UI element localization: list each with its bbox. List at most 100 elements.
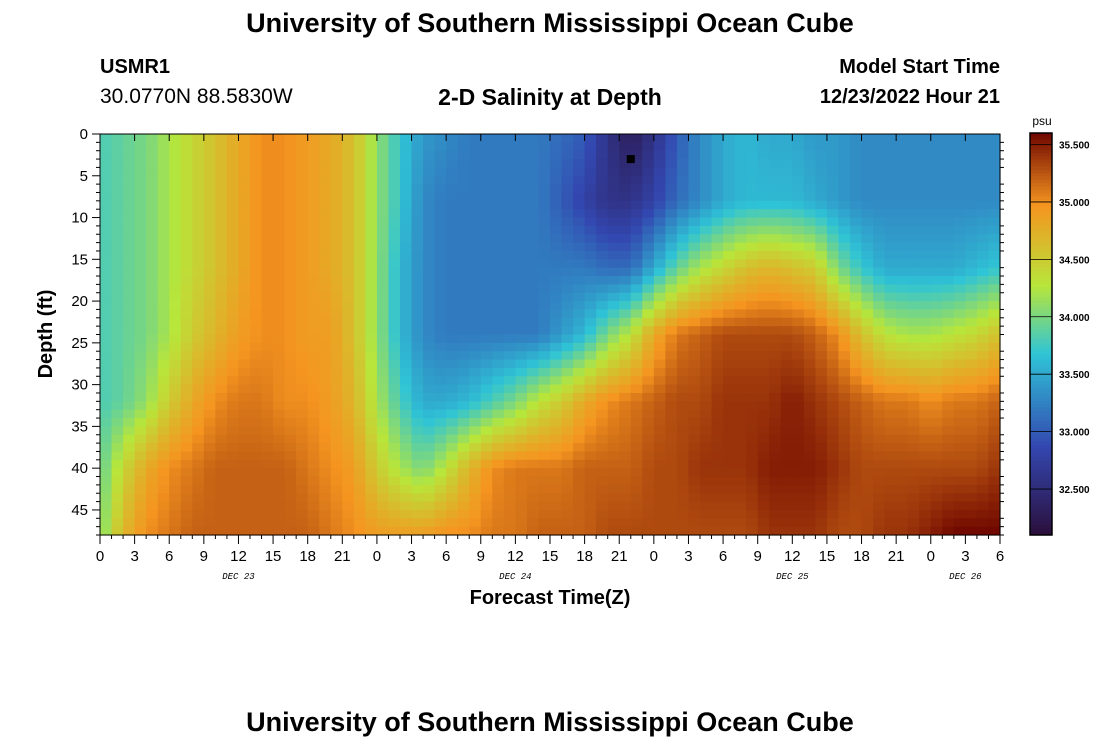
heatmap-cell (573, 317, 586, 327)
heatmap-cell (850, 242, 863, 252)
heatmap-cell (284, 509, 297, 519)
heatmap-cell (342, 384, 355, 394)
heatmap-cell (907, 392, 920, 402)
heatmap-cell (515, 401, 528, 411)
heatmap-cell (123, 351, 136, 361)
heatmap-cell (884, 167, 897, 177)
heatmap-cell (469, 484, 482, 494)
heatmap-cell (492, 509, 505, 519)
heatmap-cell (273, 267, 286, 277)
heatmap-cell (365, 142, 378, 152)
heatmap-cell (711, 242, 724, 252)
heatmap-cell (469, 250, 482, 260)
heatmap-cell (550, 267, 563, 277)
heatmap-cell (619, 384, 632, 394)
heatmap-cell (723, 134, 736, 143)
heatmap-cell (273, 217, 286, 227)
heatmap-cell (134, 384, 147, 394)
heatmap-cell (538, 459, 551, 469)
colorbar-segment (1030, 478, 1052, 482)
heatmap-cell (757, 250, 770, 260)
heatmap-cell (319, 459, 332, 469)
heatmap-cell (711, 459, 724, 469)
heatmap-cell (803, 250, 816, 260)
heatmap-cell (780, 468, 793, 478)
heatmap-cell (423, 351, 436, 361)
heatmap-cell (907, 301, 920, 311)
heatmap-cell (434, 217, 447, 227)
heatmap-cell (826, 159, 840, 169)
heatmap-cell (723, 276, 736, 285)
heatmap-cell (734, 217, 747, 227)
heatmap-cell (792, 392, 805, 402)
heatmap-cell (469, 342, 482, 352)
heatmap-cell (538, 284, 551, 294)
heatmap-cell (676, 301, 690, 311)
heatmap-cell (353, 225, 366, 235)
heatmap-cell (757, 409, 770, 419)
heatmap-cell (376, 359, 390, 369)
x-tick-label: 15 (819, 548, 836, 565)
heatmap-cell (746, 351, 759, 361)
heatmap-cell (930, 342, 943, 352)
heatmap-cell (838, 384, 851, 394)
heatmap-cell (723, 376, 736, 386)
heatmap-cell (203, 326, 216, 336)
heatmap-cell (711, 518, 724, 528)
heatmap-cell (469, 443, 482, 453)
heatmap-cell (803, 426, 816, 436)
heatmap-cell (676, 384, 690, 394)
heatmap-cell (757, 317, 770, 327)
heatmap-cell (146, 334, 159, 344)
heatmap-cell (296, 342, 309, 352)
heatmap-cell (723, 468, 736, 478)
heatmap-cell (446, 509, 459, 519)
heatmap-cell (930, 484, 943, 494)
heatmap-cell (538, 501, 551, 511)
y-tick-label: 15 (71, 251, 88, 268)
heatmap-cell (607, 434, 620, 444)
heatmap-cell (803, 159, 816, 169)
heatmap-cell (376, 426, 390, 436)
heatmap-cell (203, 284, 216, 294)
heatmap-cell (734, 242, 747, 252)
heatmap-cell (376, 367, 390, 377)
heatmap-cell (942, 443, 955, 453)
heatmap-cell (873, 426, 886, 436)
heatmap-cell (550, 150, 563, 160)
heatmap-cell (757, 459, 770, 469)
heatmap-cell (700, 142, 713, 152)
heatmap-cell (630, 242, 643, 252)
heatmap-cell (342, 200, 355, 210)
heatmap-cell (538, 317, 551, 327)
heatmap-cell (780, 142, 793, 152)
heatmap-cell (457, 434, 470, 444)
heatmap-cell (434, 184, 447, 194)
x-tick-label: 3 (684, 548, 692, 565)
heatmap-cell (330, 501, 343, 511)
heatmap-cell (803, 292, 816, 302)
heatmap-cell (665, 317, 678, 327)
heatmap-cell (342, 359, 355, 369)
heatmap-cell (215, 292, 228, 302)
heatmap-cell (584, 493, 597, 503)
heatmap-cell (953, 443, 966, 453)
heatmap-cell (861, 276, 874, 285)
heatmap-cell (619, 159, 632, 169)
heatmap-cell (861, 134, 874, 143)
heatmap-cell (342, 250, 355, 260)
colorbar-segment (1030, 370, 1052, 375)
heatmap-cell (192, 292, 205, 302)
heatmap-cell (273, 259, 286, 269)
heatmap-cell (988, 367, 1001, 377)
heatmap-cell (665, 493, 678, 503)
y-tick-label: 0 (80, 126, 88, 143)
heatmap-cell (780, 392, 793, 402)
heatmap-cell (480, 142, 493, 152)
heatmap-cell (492, 326, 505, 336)
heatmap-cell (550, 409, 563, 419)
heatmap-cell (711, 134, 724, 143)
heatmap-cell (688, 392, 701, 402)
heatmap-cell (203, 518, 216, 528)
heatmap-cell (330, 234, 343, 244)
